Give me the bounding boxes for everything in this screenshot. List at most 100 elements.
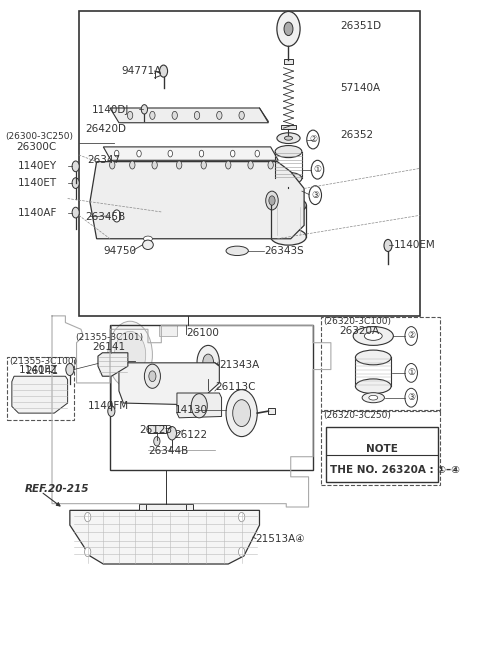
Text: 26122: 26122 — [175, 430, 208, 440]
Circle shape — [108, 321, 153, 388]
Polygon shape — [110, 108, 268, 123]
Circle shape — [141, 105, 147, 114]
Circle shape — [239, 112, 244, 120]
Text: (21355-3C101): (21355-3C101) — [76, 333, 144, 342]
Polygon shape — [103, 147, 278, 161]
Text: 1140ET: 1140ET — [18, 178, 57, 188]
Circle shape — [137, 151, 141, 157]
Circle shape — [216, 112, 222, 120]
Text: 26141: 26141 — [25, 366, 59, 376]
Text: 26113C: 26113C — [215, 382, 255, 392]
Ellipse shape — [355, 379, 391, 394]
Text: ①: ① — [407, 368, 415, 378]
Circle shape — [127, 112, 133, 120]
Text: 26347: 26347 — [88, 155, 121, 165]
Text: (21355-3C100): (21355-3C100) — [10, 357, 78, 366]
Text: 57140A: 57140A — [340, 83, 380, 93]
Circle shape — [144, 364, 160, 388]
Polygon shape — [119, 363, 219, 405]
Text: REF.20-215: REF.20-215 — [25, 484, 90, 494]
Circle shape — [130, 161, 135, 169]
Circle shape — [109, 161, 115, 169]
Circle shape — [203, 354, 214, 370]
Text: THE NO. 26320A : ①–④: THE NO. 26320A : ①–④ — [330, 465, 460, 475]
Ellipse shape — [369, 395, 378, 400]
Bar — [148, 425, 166, 433]
Circle shape — [269, 196, 275, 205]
Ellipse shape — [275, 173, 302, 184]
Polygon shape — [159, 325, 177, 336]
Ellipse shape — [364, 332, 382, 340]
Text: 26420D: 26420D — [85, 124, 126, 134]
Circle shape — [172, 112, 178, 120]
Bar — [110, 325, 313, 470]
Polygon shape — [177, 393, 222, 418]
Text: (26300-3C250): (26300-3C250) — [5, 132, 73, 141]
Text: ①: ① — [313, 165, 322, 174]
Circle shape — [268, 161, 273, 169]
Text: 94771A: 94771A — [121, 66, 161, 76]
Text: 94750: 94750 — [103, 246, 136, 256]
Text: 26351D: 26351D — [340, 22, 381, 31]
Circle shape — [84, 547, 91, 556]
Polygon shape — [98, 353, 128, 376]
Text: (26320-3C100): (26320-3C100) — [323, 317, 391, 327]
Circle shape — [154, 437, 160, 446]
Circle shape — [248, 161, 253, 169]
Circle shape — [311, 161, 324, 179]
Bar — [267, 408, 275, 415]
Circle shape — [149, 371, 156, 382]
Circle shape — [239, 547, 245, 556]
Bar — [7, 358, 74, 420]
Text: NOTE: NOTE — [366, 444, 398, 454]
Polygon shape — [90, 162, 304, 239]
Ellipse shape — [284, 185, 293, 189]
Circle shape — [309, 185, 322, 204]
Circle shape — [226, 390, 257, 437]
Text: 26344B: 26344B — [148, 446, 188, 456]
Circle shape — [201, 161, 206, 169]
Ellipse shape — [355, 350, 391, 365]
Bar — [321, 317, 440, 411]
Text: 26123: 26123 — [139, 425, 172, 435]
Text: 26343S: 26343S — [264, 246, 304, 256]
Text: ②: ② — [309, 135, 317, 144]
Text: 26320A: 26320A — [339, 327, 379, 336]
Circle shape — [168, 427, 177, 440]
Text: ③: ③ — [407, 393, 415, 403]
Text: ③: ③ — [311, 191, 319, 200]
Circle shape — [277, 11, 300, 46]
Text: 1140AF: 1140AF — [18, 208, 57, 218]
Text: 26345B: 26345B — [85, 212, 126, 222]
Text: 21343A: 21343A — [219, 360, 260, 370]
Circle shape — [405, 364, 418, 382]
Circle shape — [72, 161, 79, 172]
Circle shape — [84, 512, 91, 521]
Ellipse shape — [144, 236, 153, 241]
Text: 1140EY: 1140EY — [18, 161, 57, 171]
Circle shape — [405, 327, 418, 345]
Ellipse shape — [271, 228, 306, 245]
Bar — [79, 11, 420, 316]
Circle shape — [194, 112, 200, 120]
Ellipse shape — [271, 197, 306, 214]
Ellipse shape — [353, 327, 393, 345]
Ellipse shape — [276, 181, 301, 192]
Circle shape — [284, 22, 293, 36]
Text: 26141: 26141 — [92, 342, 125, 351]
Bar — [139, 503, 192, 510]
Circle shape — [113, 210, 121, 222]
Circle shape — [108, 406, 115, 417]
Text: 1140DJ: 1140DJ — [92, 105, 130, 115]
Circle shape — [114, 151, 119, 157]
Circle shape — [307, 130, 319, 149]
Ellipse shape — [275, 146, 302, 158]
Circle shape — [150, 112, 155, 120]
Circle shape — [191, 394, 207, 418]
Ellipse shape — [285, 136, 292, 140]
Circle shape — [266, 191, 278, 210]
Circle shape — [384, 239, 392, 251]
Circle shape — [177, 161, 182, 169]
Circle shape — [255, 151, 260, 157]
Text: ②: ② — [407, 331, 415, 341]
